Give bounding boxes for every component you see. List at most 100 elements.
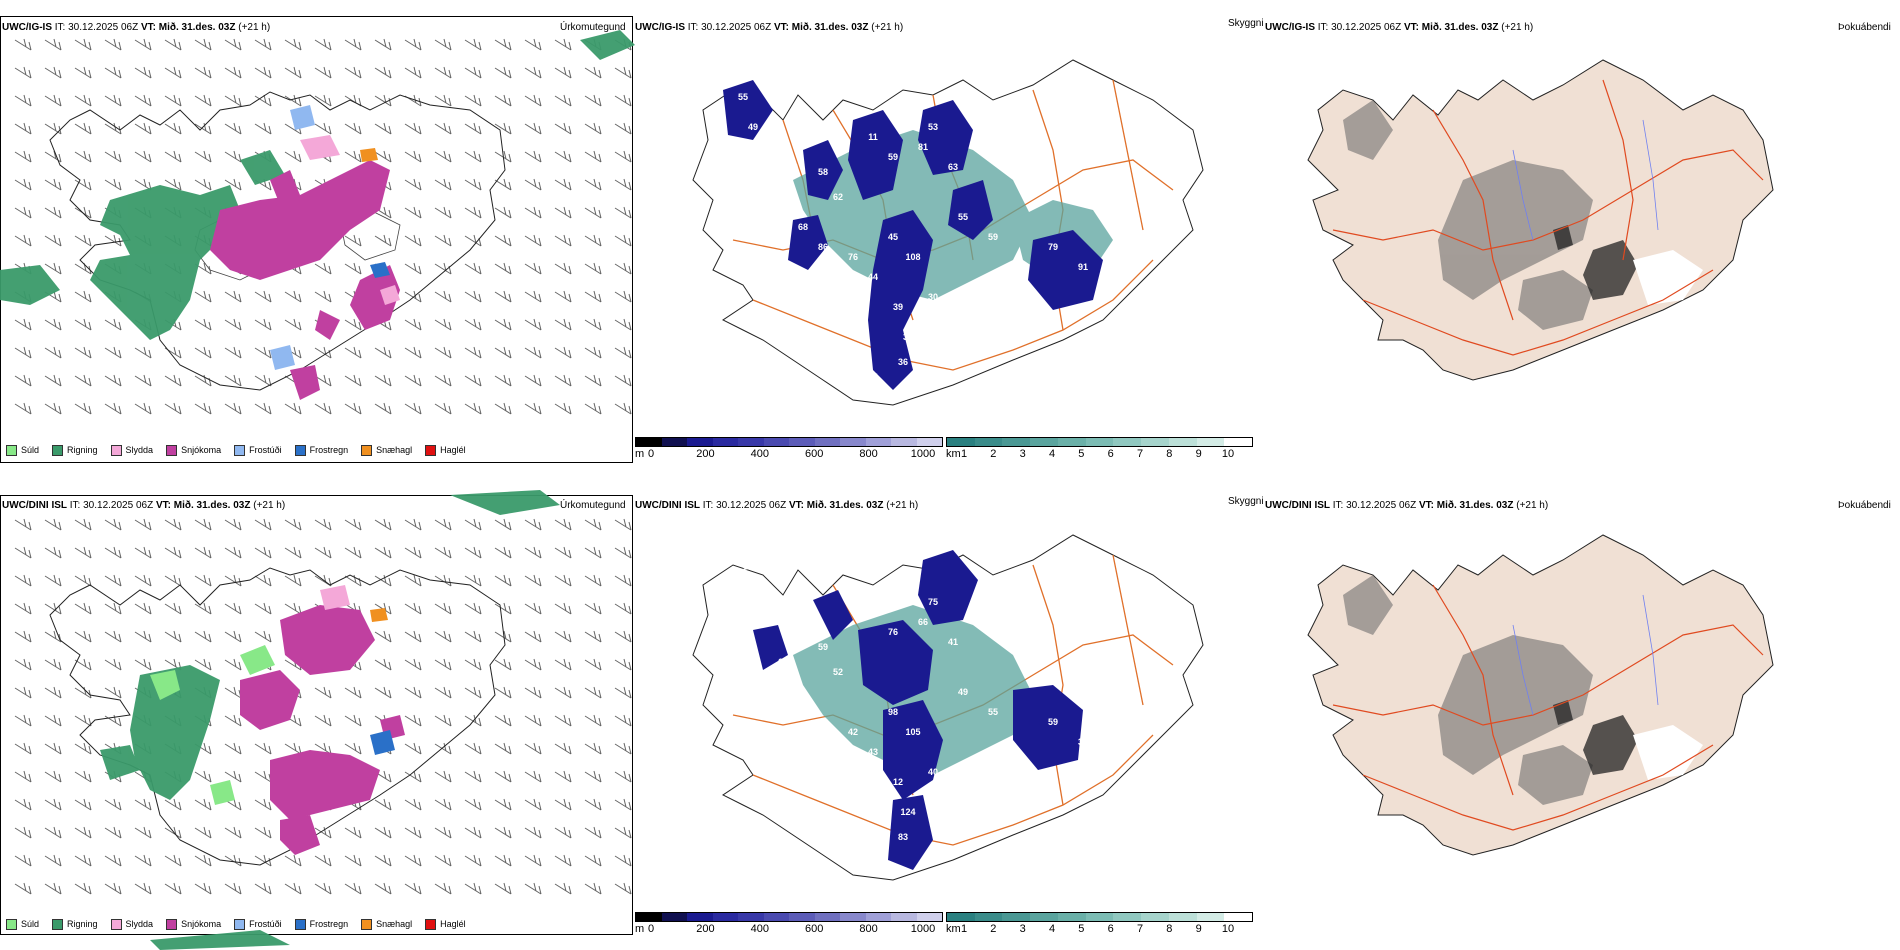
wind-barb bbox=[494, 770, 512, 783]
colorbar-segment bbox=[1141, 438, 1169, 446]
wind-barb bbox=[164, 518, 182, 531]
wind-barb bbox=[224, 714, 242, 727]
vis-number-label: 90 bbox=[868, 847, 878, 857]
wind-barb bbox=[314, 122, 332, 135]
wind-barb bbox=[434, 658, 452, 671]
vis-number-label: 52 bbox=[833, 667, 843, 677]
vis-number-label: 39 bbox=[893, 302, 903, 312]
road-network bbox=[1332, 584, 1764, 831]
colorbar-tick: 3 bbox=[1019, 923, 1026, 935]
vis-number-label: 53 bbox=[928, 122, 938, 132]
wind-barb bbox=[614, 546, 632, 559]
colorbar-segment bbox=[1057, 913, 1086, 921]
iceland-coastline bbox=[49, 567, 506, 866]
legend-label: Haglél bbox=[440, 919, 466, 929]
wind-barb bbox=[584, 770, 602, 783]
vis-number-label: 67 bbox=[768, 292, 778, 302]
wind-barb bbox=[584, 602, 602, 615]
wind-barb bbox=[374, 66, 392, 79]
wind-barb bbox=[584, 346, 602, 359]
colorbar-tick: 0 bbox=[647, 448, 655, 460]
snow-grain-areas bbox=[370, 608, 388, 622]
colorbar-segment bbox=[661, 438, 687, 446]
colorbar-tick: 8 bbox=[1166, 448, 1173, 460]
wind-barb bbox=[104, 178, 122, 191]
wind-barb bbox=[104, 798, 122, 811]
wind-barb bbox=[434, 318, 452, 331]
wind-barb bbox=[464, 686, 482, 699]
colorbar-tick: 800 bbox=[859, 448, 878, 460]
wind-barb bbox=[554, 374, 572, 387]
wind-barb bbox=[74, 346, 92, 359]
legend-swatch bbox=[294, 444, 306, 456]
wind-barb bbox=[194, 574, 212, 587]
wind-barb bbox=[524, 574, 542, 587]
init-time: IT: 30.12.2025 06Z bbox=[1317, 22, 1402, 33]
vis-number-label: 65 bbox=[738, 567, 748, 577]
wind-barb bbox=[524, 714, 542, 727]
wind-barb bbox=[134, 66, 152, 79]
vis-unit-km: km bbox=[946, 923, 961, 935]
panel-header: UWC/DINI ISL IT: 30.12.2025 06Z VT: Mið.… bbox=[1265, 500, 1548, 512]
legend-label: Frostregn bbox=[309, 919, 349, 929]
model-name: UWC/IG-IS bbox=[635, 22, 685, 33]
wind-barb bbox=[404, 262, 422, 275]
wind-barb bbox=[584, 826, 602, 839]
wind-barb bbox=[14, 658, 32, 671]
valid-time: VT: Mið. 31.des. 03Z bbox=[1403, 22, 1499, 33]
wind-barb bbox=[614, 290, 632, 303]
wind-barb bbox=[104, 518, 122, 531]
fog-dark-areas bbox=[1553, 700, 1638, 775]
wind-barb bbox=[524, 826, 542, 839]
wind-barb bbox=[524, 630, 542, 643]
wind-barb bbox=[614, 234, 632, 247]
wind-barb bbox=[14, 234, 32, 247]
wind-barb bbox=[104, 38, 122, 51]
wind-barb bbox=[404, 346, 422, 359]
wind-barb bbox=[164, 574, 182, 587]
wind-barb bbox=[104, 402, 122, 415]
wind-barb bbox=[224, 770, 242, 783]
wind-barb bbox=[314, 374, 332, 387]
legend-label: Frostúði bbox=[249, 445, 282, 455]
wind-barb bbox=[254, 630, 272, 643]
wind-barb bbox=[44, 206, 62, 219]
wind-barb bbox=[524, 94, 542, 107]
wind-barb bbox=[194, 518, 212, 531]
legend-item: Frostúði bbox=[234, 918, 282, 930]
iceland-coastline bbox=[692, 59, 1204, 406]
vis-number-label: 49 bbox=[748, 122, 758, 132]
colorbar-segment bbox=[1085, 913, 1114, 921]
wind-barb bbox=[614, 94, 632, 107]
wind-barb bbox=[344, 346, 362, 359]
wind-barb bbox=[164, 798, 182, 811]
wind-barb bbox=[554, 66, 572, 79]
colorbar-tick: 2 bbox=[990, 923, 997, 935]
wind-barb bbox=[254, 94, 272, 107]
wind-barb bbox=[434, 290, 452, 303]
wind-barb bbox=[584, 66, 602, 79]
legend-swatch bbox=[6, 444, 17, 456]
colorbar-tick: 9 bbox=[1195, 448, 1202, 460]
wind-barb bbox=[284, 94, 302, 107]
wind-barb bbox=[284, 38, 302, 51]
wind-barb bbox=[464, 882, 482, 895]
wind-barb bbox=[104, 546, 122, 559]
wind-barb bbox=[584, 206, 602, 219]
wind-barb bbox=[284, 742, 302, 755]
panel-header: UWC/IG-IS IT: 30.12.2025 06Z VT: Mið. 31… bbox=[2, 22, 270, 34]
wind-barb bbox=[464, 602, 482, 615]
wind-barb bbox=[314, 290, 332, 303]
wind-barb bbox=[194, 770, 212, 783]
lead-time: (+21 h) bbox=[886, 500, 919, 511]
wind-barb bbox=[554, 798, 572, 811]
colorbar-tick: 1000 bbox=[910, 923, 936, 935]
legend-label: Snæhagl bbox=[376, 445, 413, 455]
wind-barb bbox=[224, 630, 242, 643]
colorbar-tick: 600 bbox=[805, 448, 824, 460]
wind-barb bbox=[194, 66, 212, 79]
vis-number-label: 59 bbox=[888, 152, 898, 162]
wind-barb bbox=[224, 546, 242, 559]
colorbar-segment bbox=[916, 438, 942, 446]
wind-barb bbox=[314, 262, 332, 275]
